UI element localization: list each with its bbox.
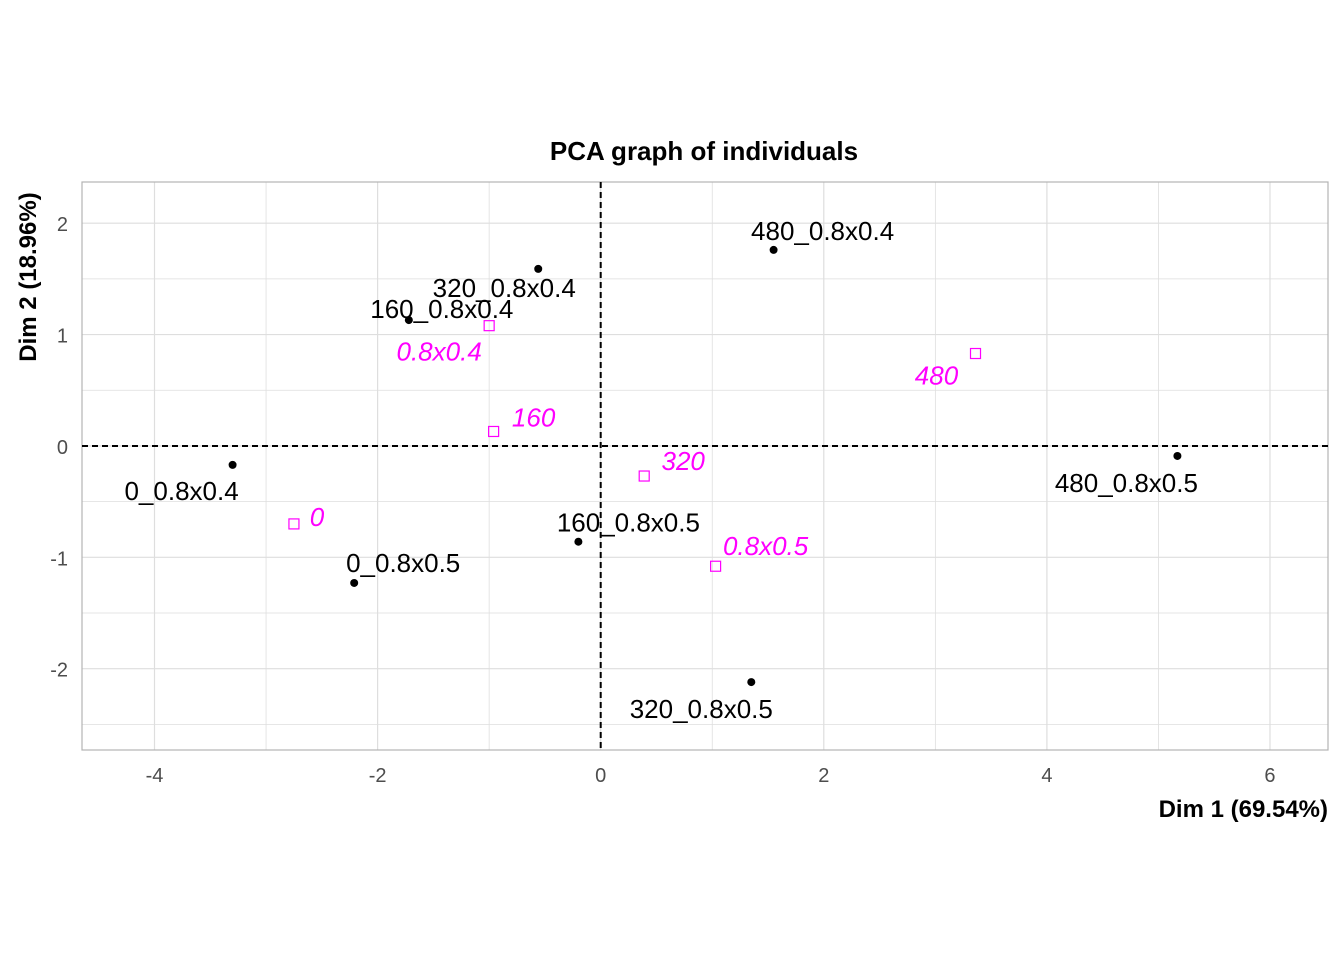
individual-point — [534, 264, 543, 273]
x-axis-label: Dim 1 (69.54%) — [1159, 796, 1328, 823]
individual-label: 160_0.8x0.4 — [370, 294, 513, 324]
supplementary-label: 160 — [512, 402, 556, 432]
x-tick-label: 2 — [818, 765, 829, 787]
supplementary-label: 320 — [662, 446, 706, 476]
supplementary-label: 480 — [915, 361, 959, 391]
supplementary-label: 0.8x0.4 — [397, 337, 482, 367]
individual-point — [228, 460, 237, 469]
supplementary-label: 0 — [310, 502, 325, 532]
supplementary-point — [638, 470, 650, 482]
y-tick-label: -1 — [50, 548, 68, 570]
x-tick-label: -2 — [369, 765, 387, 787]
supplementary-point — [488, 425, 500, 438]
y-axis-label: Dim 2 (18.96%) — [15, 192, 42, 361]
supplementary-point — [288, 518, 300, 530]
individual-label: 480_0.8x0.4 — [751, 216, 894, 246]
individual-label: 160_0.8x0.5 — [557, 508, 700, 538]
x-tick-label: 6 — [1264, 765, 1275, 787]
plot-border — [81, 181, 1329, 751]
x-tick-label: 4 — [1041, 765, 1052, 787]
individual-label: 480_0.8x0.5 — [1055, 468, 1198, 498]
chart-title: PCA graph of individuals — [550, 136, 858, 166]
x-tick-label: 0 — [595, 765, 606, 787]
individual-point — [350, 578, 359, 587]
individual-point — [747, 678, 756, 687]
axes: -4 -2 0 2 4 6 -2 -1 0 1 2 — [50, 181, 1329, 787]
individual-label: 320_0.8x0.4 — [433, 273, 576, 303]
y-tick-label: 0 — [57, 437, 68, 459]
individual-point — [574, 537, 583, 546]
supplementary-point — [709, 560, 722, 572]
individual-label: 0_0.8x0.4 — [124, 476, 238, 506]
individual-point — [769, 245, 778, 254]
supplementary-label: 0.8x0.5 — [723, 531, 809, 561]
individual-point — [1173, 451, 1182, 460]
y-tick-label: 2 — [57, 214, 68, 236]
y-tick-label: -2 — [50, 660, 68, 682]
supplementary-point — [483, 320, 495, 332]
grid — [82, 182, 1328, 750]
x-tick-label: -4 — [146, 765, 164, 787]
individual-label: 320_0.8x0.5 — [630, 694, 773, 724]
supplementary-point — [969, 347, 982, 360]
y-tick-label: 1 — [57, 326, 68, 348]
individual-label: 0_0.8x0.5 — [346, 548, 460, 578]
individual-point — [404, 316, 413, 325]
